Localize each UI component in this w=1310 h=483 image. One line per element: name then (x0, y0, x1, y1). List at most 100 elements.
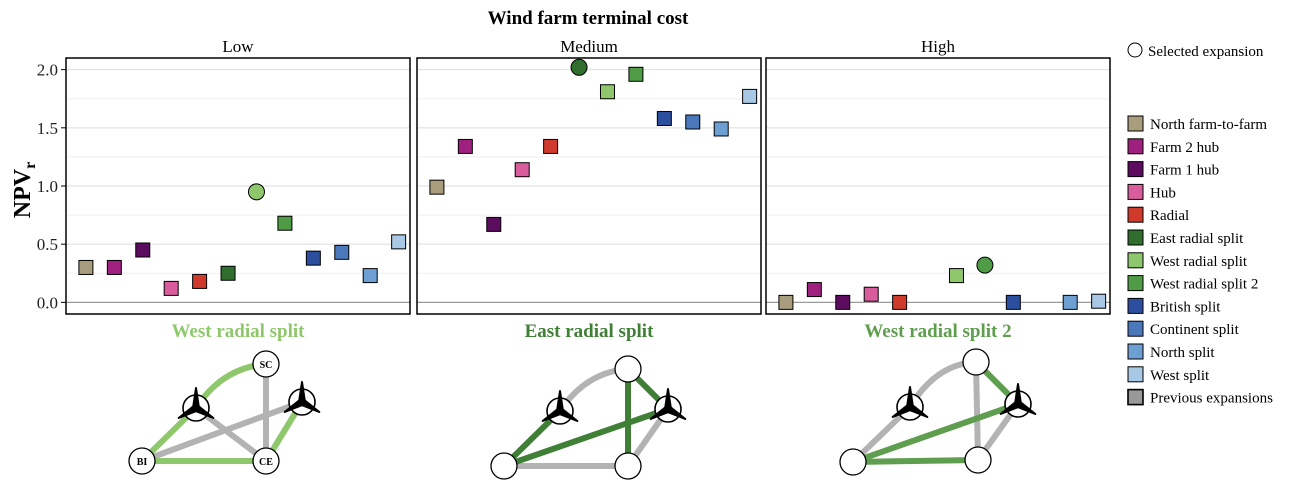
network-node (962, 348, 990, 376)
point-british-split (1005, 294, 1021, 310)
turbine-center (299, 399, 305, 405)
point-radial (892, 294, 908, 310)
selected-expansion-label: West radial split 2 (864, 321, 1011, 342)
point-continent-split (334, 244, 350, 260)
point-radial (543, 138, 559, 154)
selected-expansion-label: West radial split (171, 321, 305, 342)
legend-label: Farm 2 hub (1150, 140, 1219, 156)
point-british-split (305, 250, 321, 266)
network-edge (973, 359, 981, 463)
selected-point-west-radial-split (247, 183, 265, 201)
network-node (614, 452, 642, 480)
legend-label: Farm 1 hub (1150, 163, 1219, 179)
point-north-split (713, 121, 729, 137)
legend-swatch (1127, 252, 1144, 269)
point-west-split (391, 234, 407, 250)
network-node (128, 447, 156, 475)
legend-swatch (1127, 297, 1144, 314)
y-tick-label: 0.0 (37, 293, 58, 312)
network-node-label: CE (259, 457, 273, 468)
legend-swatch (1127, 138, 1144, 155)
point-continent-split (685, 114, 701, 130)
turbine-icon (283, 381, 321, 416)
legend-swatch (1127, 161, 1144, 178)
turbine-icon (999, 383, 1037, 418)
legend-label: Continent split (1150, 322, 1240, 338)
legend-label: East radial split (1150, 231, 1244, 247)
legend-label: Radial (1150, 208, 1189, 224)
turbine-center (907, 404, 913, 410)
turbine-center (557, 408, 563, 414)
legend-swatch (1127, 206, 1144, 223)
legend-previous-label: Previous expansions (1150, 391, 1273, 407)
point-british-split (656, 111, 672, 127)
point-hub (163, 280, 179, 296)
turbine-center (1015, 401, 1021, 407)
network-node (839, 448, 867, 476)
point-east-radial-split (220, 265, 236, 281)
point-west-split (1091, 293, 1107, 309)
point-hub (514, 162, 530, 178)
panel-frame (416, 57, 762, 315)
point-radial (192, 273, 208, 289)
y-tick-label: 0.5 (37, 235, 58, 254)
panel-title: Low (222, 37, 254, 56)
legend: Selected expansion North farm-to-farm Farm… (1127, 42, 1273, 407)
selected-point-west-radial-split-2 (976, 256, 994, 274)
network-node (614, 355, 642, 383)
legend-label: West split (1150, 368, 1210, 384)
legend-swatch (1127, 115, 1144, 132)
y-axis-label-main: NPV (10, 168, 36, 218)
legend-swatch (1127, 183, 1144, 200)
point-hub (863, 286, 879, 302)
legend-previous-swatch (1127, 388, 1144, 406)
y-axis-label: NPVr (10, 162, 39, 218)
chart-title: Wind farm terminal cost (488, 8, 689, 29)
point-north-split (362, 268, 378, 284)
point-north-split (1062, 294, 1078, 310)
panel-title: Medium (560, 37, 618, 56)
network-west-radial-split-2 (839, 348, 1037, 476)
legend-label: North farm-to-farm (1150, 117, 1267, 133)
y-axis-label-sub: r (22, 162, 39, 169)
legend-label: West radial split (1150, 254, 1248, 270)
turbine-icon (177, 387, 215, 422)
network-edge (139, 399, 305, 464)
legend-selected-label: Selected expansion (1148, 44, 1264, 60)
panel-high: High West radial split 2 (765, 37, 1111, 342)
y-tick-label: 2.0 (37, 61, 58, 80)
panel-medium: Medium East radial split (416, 37, 762, 342)
selected-point-east-radial-split (570, 58, 588, 76)
point-farm-1-hub (486, 216, 502, 232)
point-north-farm-to-farm (78, 259, 94, 275)
point-north-farm-to-farm (429, 179, 445, 195)
network-edge (850, 401, 1021, 465)
network-west-radial-split: SC BI CE (128, 350, 321, 475)
turbine-center (193, 405, 199, 411)
network-node (252, 447, 280, 475)
legend-swatch (1127, 320, 1144, 337)
network-east-radial-split (490, 355, 687, 480)
y-tick-label: 1.0 (37, 177, 58, 196)
point-west-radial-split-2 (628, 66, 644, 82)
turbine-center (665, 406, 671, 412)
legend-label: North split (1150, 345, 1215, 361)
point-west-radial-split (599, 84, 615, 100)
point-farm-1-hub (135, 242, 151, 258)
legend-selected-marker (1127, 42, 1143, 58)
legend-swatch (1127, 275, 1144, 292)
network-edge (501, 406, 671, 469)
legend-label: Hub (1150, 185, 1176, 201)
point-farm-1-hub (835, 294, 851, 310)
turbine-icon (891, 386, 929, 421)
y-tick-label: 1.5 (37, 119, 58, 138)
point-farm-2-hub (106, 259, 122, 275)
point-west-radial-split (948, 268, 964, 284)
network-node (252, 350, 280, 378)
network-node (490, 452, 518, 480)
legend-swatch (1127, 343, 1144, 360)
turbine-icon (649, 388, 687, 423)
legend-label: West radial split 2 (1150, 277, 1258, 293)
panel-frame (765, 57, 1111, 315)
